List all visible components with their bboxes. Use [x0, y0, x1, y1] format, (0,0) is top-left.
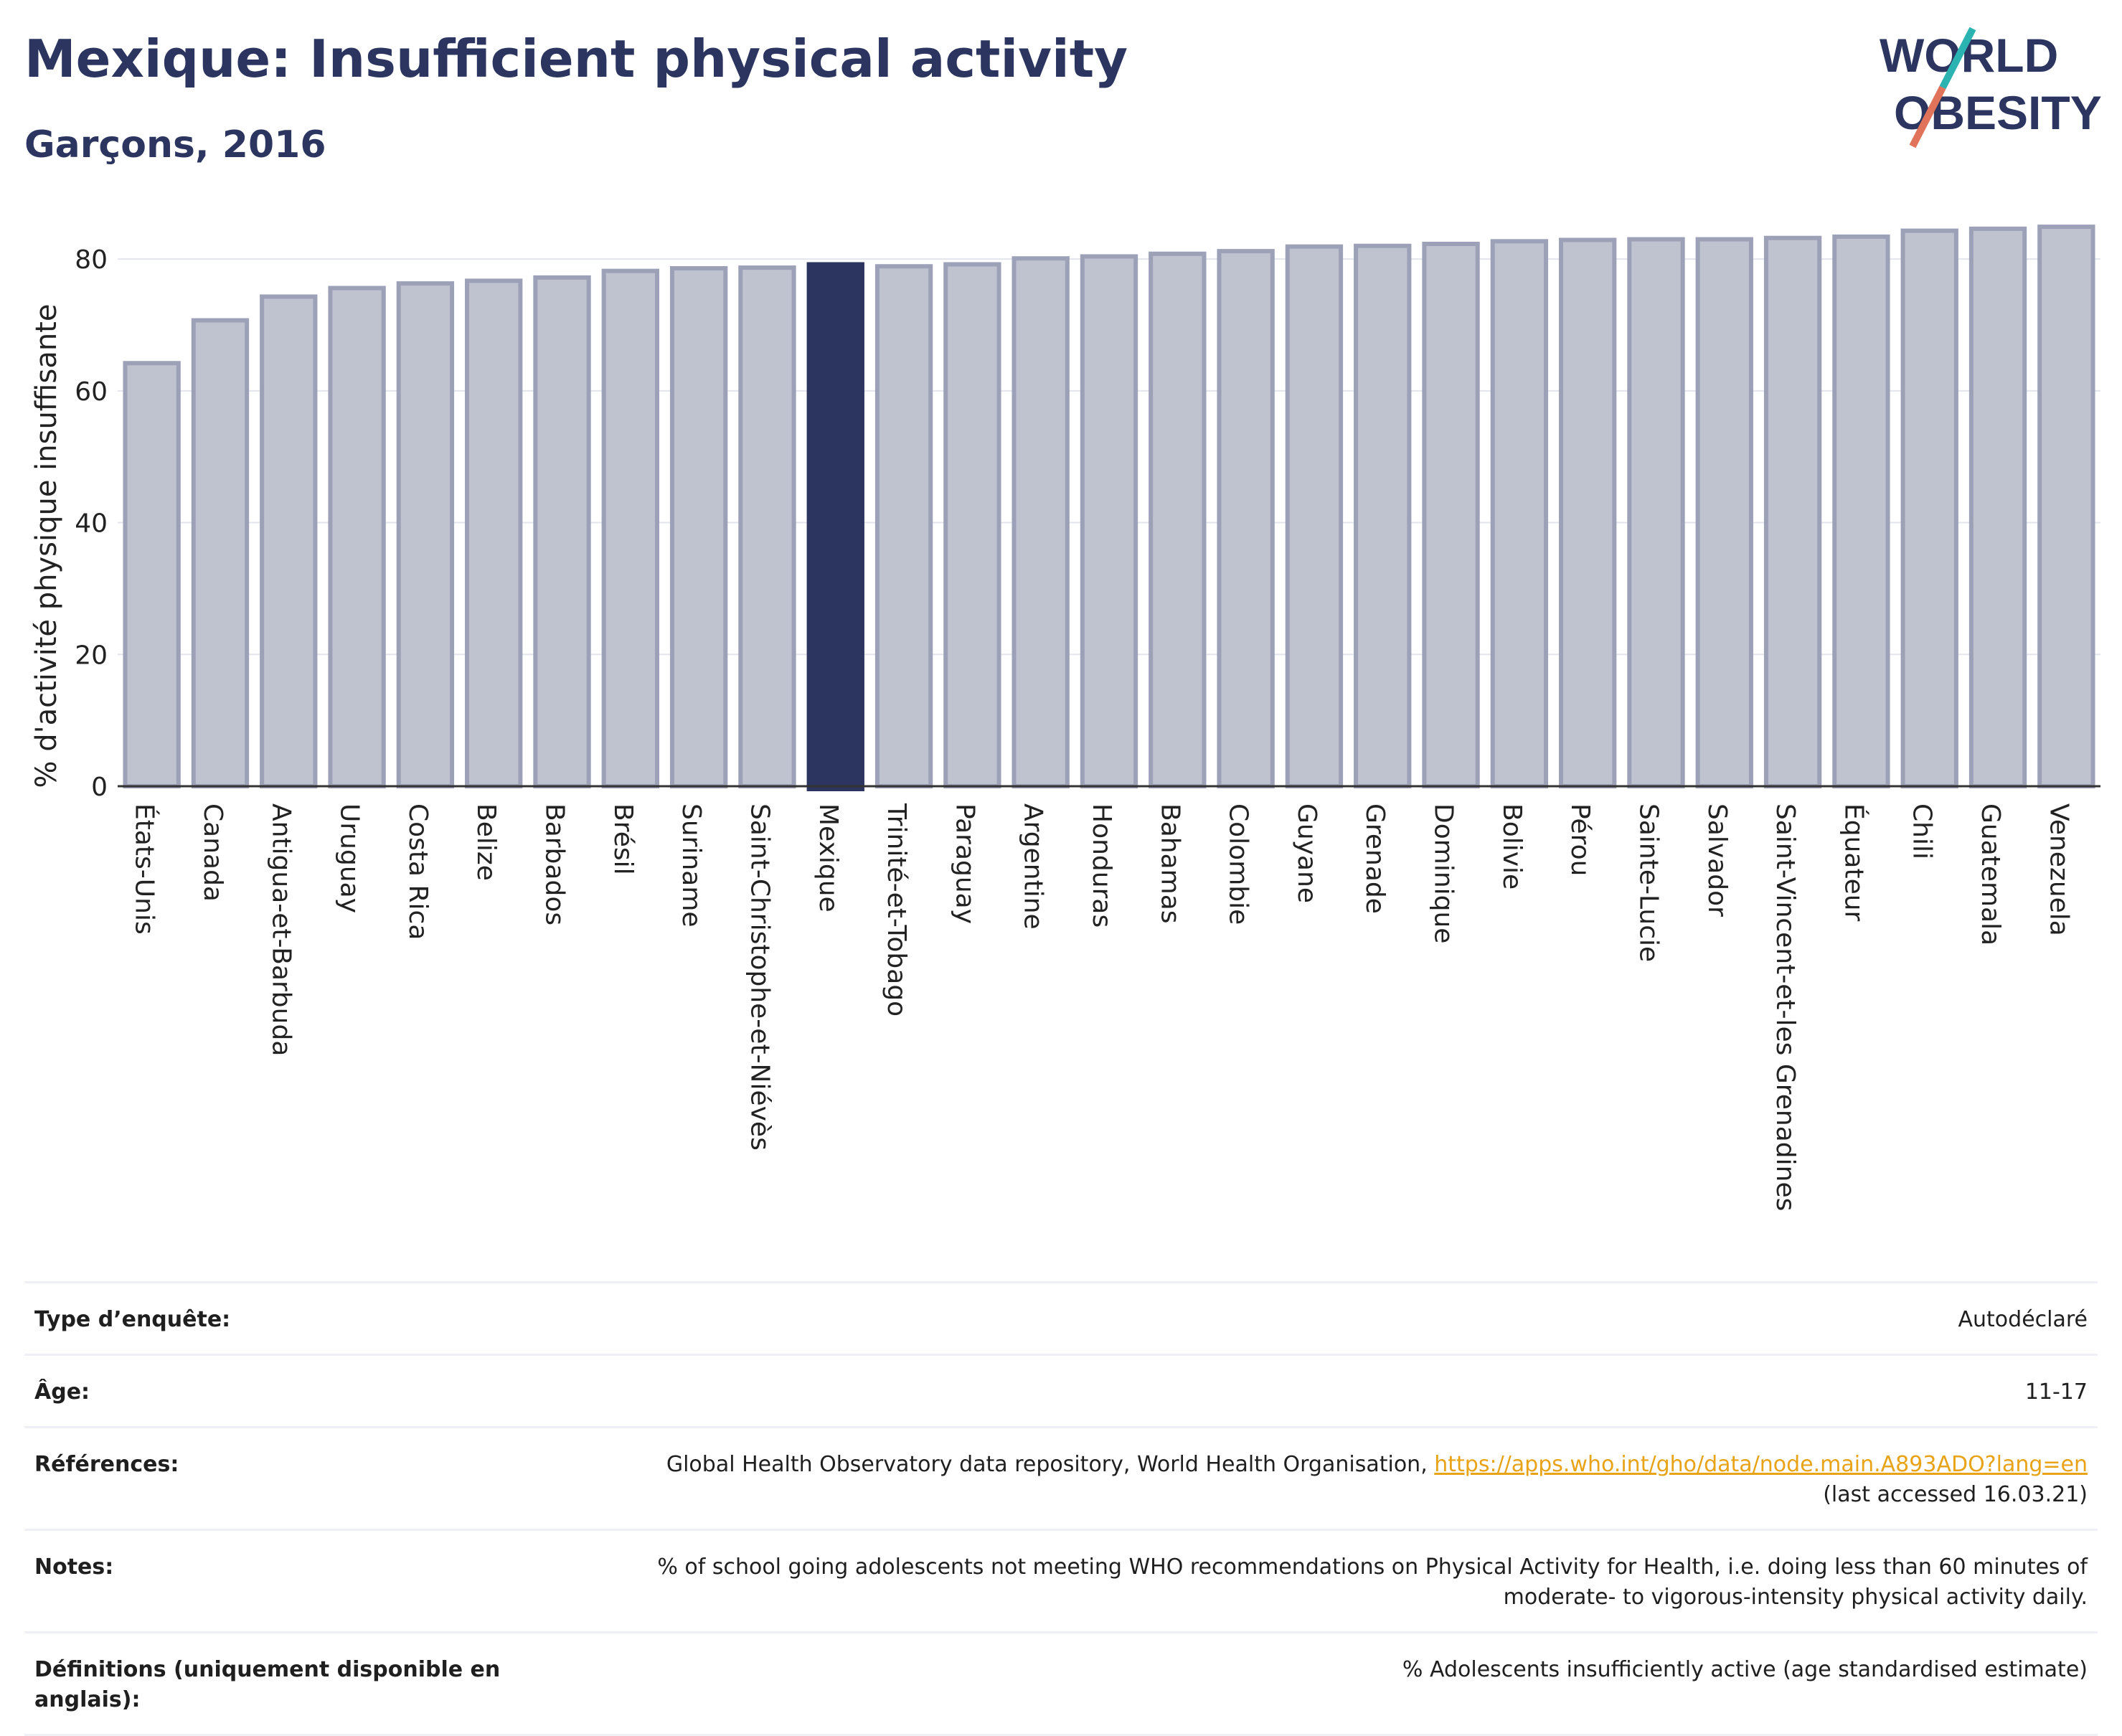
bar-7 [601, 268, 659, 788]
x-tick-label: États-Unis [130, 803, 160, 935]
info-row-survey-type: Type d’enquête: Autodéclaré [24, 1281, 2098, 1354]
references-value: Global Health Observatory data repositor… [666, 1450, 2088, 1510]
y-tick-label: 40 [75, 509, 108, 539]
age-value: 11-17 [2024, 1379, 2088, 1405]
info-row-references: Références: Global Health Observatory da… [24, 1426, 2098, 1529]
x-tick-label: Paraguay [950, 803, 979, 924]
x-tick-label: Guatemala [1976, 803, 2005, 945]
x-axis-ticks: États-Unis Canada Antigua-et-Barbuda Urugua… [130, 803, 2074, 1211]
bar-15 [1149, 251, 1207, 788]
bar-23 [1695, 237, 1753, 788]
bar-18 [1354, 243, 1412, 788]
bar-4 [396, 281, 455, 788]
notes-line2: moderate- to vigorous-intensity physical… [1503, 1585, 2088, 1610]
bar-12 [943, 262, 1001, 789]
x-tick-label: Pérou [1565, 803, 1595, 876]
bar-27 [1968, 226, 2027, 788]
bar-10 [806, 262, 864, 792]
x-tick-label: Costa Rica [403, 803, 433, 940]
x-tick-label: Barbados [540, 803, 570, 925]
x-tick-label: Honduras [1087, 803, 1116, 928]
info-row-notes: Notes: % of school going adolescents not… [24, 1529, 2098, 1631]
x-tick-label: Saint-Vincent-et-les Grenadines [1770, 803, 1800, 1211]
references-text: Global Health Observatory data repositor… [666, 1452, 1435, 1477]
info-table: Type d’enquête: Autodéclaré Âge: 11-17 R… [24, 1281, 2098, 1736]
x-tick-label: Canada [198, 803, 227, 902]
references-label: Références: [34, 1452, 179, 1477]
bar-13 [1012, 256, 1070, 788]
bar-25 [1832, 234, 1890, 788]
x-tick-label: Colombie [1224, 803, 1253, 925]
survey-type-value: Autodéclaré [1958, 1307, 2088, 1332]
x-tick-label: Chili [1908, 803, 1937, 859]
bar-1 [191, 318, 250, 788]
bar-chart: 0 20 40 60 80 États-Unis Canada Antigua-et-Bar… [30, 225, 2100, 1211]
x-tick-label: Trinité-et-Tobago [882, 803, 911, 1016]
bar-6 [533, 275, 591, 788]
y-tick-label: 20 [75, 641, 108, 670]
x-tick-label: Antigua-et-Barbuda [266, 803, 296, 1056]
definitions-label: Définitions (uniquement disponible en an… [34, 1657, 501, 1712]
world-obesity-logo: WORLD OBESITY [1880, 27, 2102, 148]
x-tick-label: Venezuela [2044, 803, 2073, 936]
bar-21 [1559, 237, 1617, 788]
bar-14 [1080, 254, 1138, 789]
bar-9 [738, 265, 796, 788]
bar-26 [1900, 228, 1958, 788]
notes-value: % of school going adolescents not meetin… [657, 1552, 2088, 1613]
bar-22 [1627, 237, 1685, 788]
bar-2 [260, 294, 318, 788]
x-tick-label: Saint-Christophe-et-Niévès [745, 803, 774, 1151]
bar-3 [328, 286, 386, 788]
bar-5 [465, 278, 523, 788]
bar-16 [1217, 249, 1275, 788]
y-tick-label: 80 [75, 245, 108, 275]
bar-20 [1490, 239, 1549, 788]
y-axis-ticks: 0 20 40 60 80 [75, 245, 108, 802]
x-tick-label: Bolivie [1497, 803, 1527, 890]
y-tick-label: 60 [75, 377, 108, 407]
bar-17 [1285, 244, 1344, 788]
logo-slash-top [1939, 27, 1976, 90]
definitions-value: % Adolescents insufficiently active (age… [1402, 1657, 2088, 1682]
x-tick-label: Belize [471, 803, 501, 881]
x-tick-label: Uruguay [335, 803, 364, 913]
x-tick-label: Salvador [1702, 803, 1732, 917]
x-tick-label: Équateur [1839, 803, 1869, 922]
page-title: Mexique: Insufficient physical activity [24, 29, 1128, 89]
x-tick-label: Brésil [608, 803, 638, 875]
x-tick-label: Suriname [676, 803, 706, 928]
info-row-definitions: Définitions (uniquement disponible en an… [24, 1631, 2098, 1736]
references-link[interactable]: https://apps.who.int/gho/data/node.main.… [1434, 1452, 2088, 1477]
bar-11 [874, 264, 933, 788]
x-tick-label: Bahamas [1155, 803, 1184, 924]
bar-28 [2037, 225, 2095, 788]
survey-type-label: Type d’enquête: [34, 1307, 231, 1332]
references-accessed: (last accessed 16.03.21) [1823, 1482, 2088, 1507]
bar-8 [669, 265, 728, 788]
x-tick-label: Grenade [1360, 803, 1390, 914]
x-tick-label: Mexique [814, 803, 843, 912]
bar-19 [1422, 241, 1480, 789]
x-tick-label: Sainte-Lucie [1633, 803, 1663, 962]
x-tick-label: Argentine [1019, 803, 1048, 930]
y-tick-label: 0 [91, 773, 108, 802]
y-axis-label: % d'activité physique insuffisante [30, 304, 63, 788]
age-label: Âge: [34, 1379, 90, 1405]
notes-label: Notes: [34, 1555, 114, 1580]
page-subtitle: Garçons, 2016 [24, 123, 326, 166]
bar-24 [1763, 235, 1822, 788]
info-row-age: Âge: 11-17 [24, 1354, 2098, 1426]
chart-bars [123, 225, 2095, 792]
x-tick-label: Dominique [1429, 803, 1458, 943]
x-tick-label: Guyane [1292, 803, 1321, 903]
logo-slash-bottom [1909, 85, 1946, 148]
notes-line1: % of school going adolescents not meetin… [657, 1555, 2088, 1580]
bar-0 [123, 361, 181, 789]
